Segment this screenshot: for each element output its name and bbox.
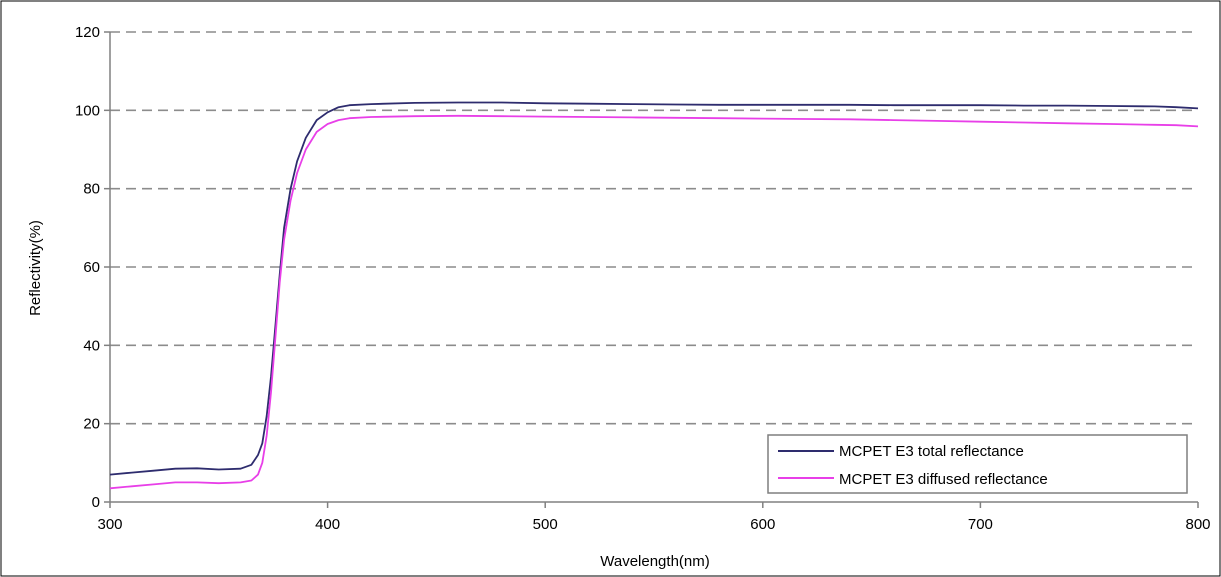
tick-labels: 0 20 40 60 80 100 120 300 400 500 600 700 800 bbox=[75, 24, 1211, 533]
legend-label-total: MCPET E3 total reflectance bbox=[839, 443, 1024, 460]
x-axis-title: Wavelength(nm) bbox=[600, 553, 709, 570]
axes bbox=[104, 31, 1199, 508]
y-tick-label-120: 120 bbox=[75, 24, 100, 41]
x-tick-label-600: 600 bbox=[750, 516, 775, 533]
legend: MCPET E3 total reflectance MCPET E3 diff… bbox=[767, 434, 1188, 494]
y-tick-label-20: 20 bbox=[83, 416, 100, 433]
series-line-1 bbox=[109, 114, 1199, 490]
legend-box bbox=[767, 434, 1188, 494]
x-tick-label-400: 400 bbox=[315, 516, 340, 533]
x-tick-label-800: 800 bbox=[1185, 516, 1210, 533]
y-tick-label-80: 80 bbox=[83, 181, 100, 198]
y-tick-label-60: 60 bbox=[83, 259, 100, 276]
x-tick-label-700: 700 bbox=[968, 516, 993, 533]
series-lines bbox=[109, 101, 1199, 490]
y-axis-title: Reflectivity(%) bbox=[27, 220, 44, 316]
y-tick-label-100: 100 bbox=[75, 102, 100, 119]
series-line-0 bbox=[109, 101, 1199, 476]
y-tick-label-40: 40 bbox=[83, 337, 100, 354]
y-tick-label-0: 0 bbox=[92, 494, 100, 511]
x-tick-label-500: 500 bbox=[533, 516, 558, 533]
legend-label-diffused: MCPET E3 diffused reflectance bbox=[839, 471, 1048, 488]
x-tick-label-300: 300 bbox=[97, 516, 122, 533]
